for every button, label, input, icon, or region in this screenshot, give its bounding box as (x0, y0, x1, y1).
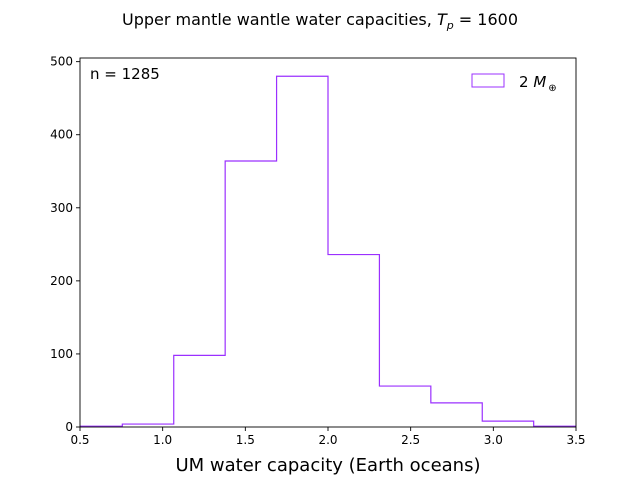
sample-count-annotation: n = 1285 (90, 65, 160, 83)
y-tick-label: 500 (50, 55, 73, 69)
legend: 2 M ⊕ (471, 73, 557, 94)
y-tick-label: 300 (50, 201, 73, 215)
chart-title: Upper mantle wantle water capacities, Tp… (122, 10, 518, 32)
plot-area: 0.5 1.0 1.5 2.0 2.5 3.0 3.5 0 100 200 300 400 500 (50, 55, 585, 447)
x-tick-label: 3.5 (566, 433, 585, 447)
y-tick-label: 400 (50, 128, 73, 142)
x-tick-label: 1.5 (236, 433, 255, 447)
histogram-series-0 (80, 75, 576, 427)
x-tick-label: 2.5 (401, 433, 420, 447)
x-tick-label: 1.0 (153, 433, 172, 447)
x-tick-label: 2.0 (318, 433, 337, 447)
legend-label: 2 M ⊕ (519, 73, 557, 94)
x-axis-label: UM water capacity (Earth oceans) (176, 455, 481, 476)
y-tick-label: 200 (50, 274, 73, 288)
y-tick-label: 0 (65, 420, 73, 434)
x-tick-label: 3.0 (484, 433, 503, 447)
y-tick-label: 100 (50, 347, 73, 361)
legend-swatch (471, 73, 505, 88)
x-tick-label: 0.5 (70, 433, 89, 447)
